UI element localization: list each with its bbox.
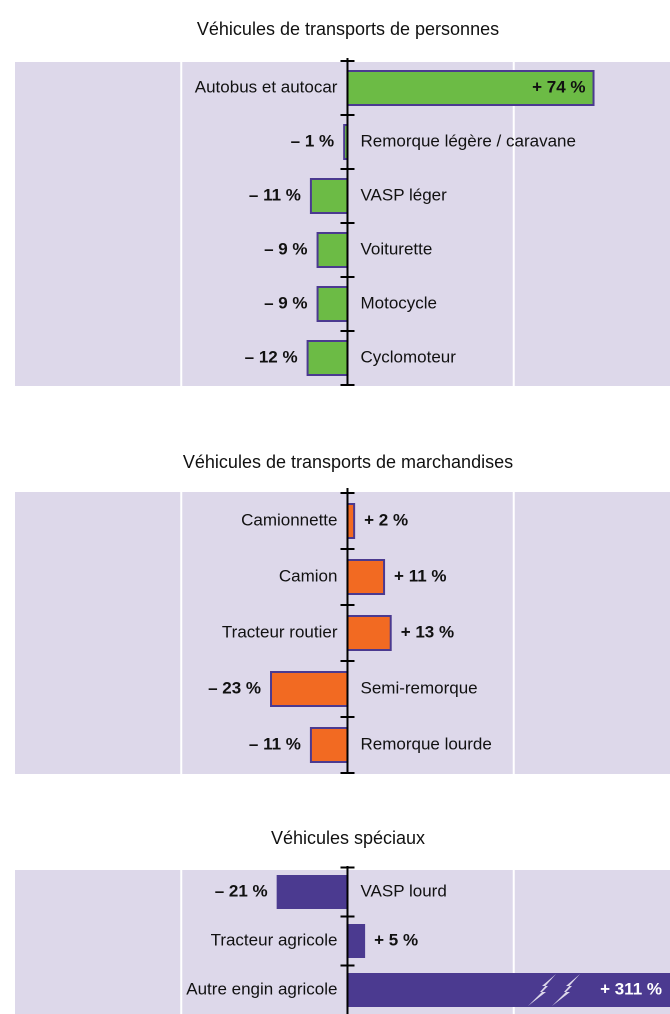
category-label: VASP léger xyxy=(360,185,447,204)
category-label: VASP lourd xyxy=(360,881,446,900)
value-label: – 11 % xyxy=(249,734,301,753)
category-label: Autobus et autocar xyxy=(195,77,338,96)
category-label: Remorque légère / caravane xyxy=(360,131,575,150)
category-label: Voiturette xyxy=(360,239,432,258)
value-label: – 12 % xyxy=(245,347,298,366)
bar xyxy=(276,875,349,909)
value-label: + 311 % xyxy=(600,979,662,998)
value-label: – 11 % xyxy=(249,185,301,204)
category-label: Camion xyxy=(279,566,338,585)
bar xyxy=(316,286,349,322)
bar xyxy=(270,671,349,707)
category-label: Motocycle xyxy=(360,293,437,312)
axis-break xyxy=(528,974,556,1006)
bars xyxy=(306,70,595,376)
bar xyxy=(309,727,349,763)
value-label: + 74 % xyxy=(532,77,585,96)
axis-break xyxy=(552,974,580,1006)
value-label: – 21 % xyxy=(215,881,268,900)
value-label: + 2 % xyxy=(364,510,408,529)
category-label: Remorque lourde xyxy=(360,734,491,753)
value-label: – 1 % xyxy=(291,131,334,150)
value-label: + 13 % xyxy=(401,622,454,641)
value-label: – 9 % xyxy=(264,293,307,312)
category-label: Camionnette xyxy=(241,510,337,529)
bar xyxy=(346,70,595,106)
bar xyxy=(309,178,349,214)
category-label: Cyclomoteur xyxy=(360,347,456,366)
bar xyxy=(306,340,349,376)
value-label: – 23 % xyxy=(208,678,261,697)
value-label: – 9 % xyxy=(264,239,307,258)
value-label: + 11 % xyxy=(394,566,446,585)
value-label: + 5 % xyxy=(374,930,418,949)
category-label: Autre engin agricole xyxy=(186,979,337,998)
bar xyxy=(316,232,349,268)
bar xyxy=(346,559,386,595)
panel-title: Véhicules de transports de marchandises xyxy=(183,452,513,472)
category-label: Tracteur agricole xyxy=(211,930,338,949)
category-label: Semi-remorque xyxy=(360,678,477,697)
bar xyxy=(346,924,366,958)
category-label: Tracteur routier xyxy=(222,622,338,641)
panel-title: Véhicules spéciaux xyxy=(271,828,425,848)
panel-title: Véhicules de transports de personnes xyxy=(197,19,499,39)
bar xyxy=(346,615,392,651)
